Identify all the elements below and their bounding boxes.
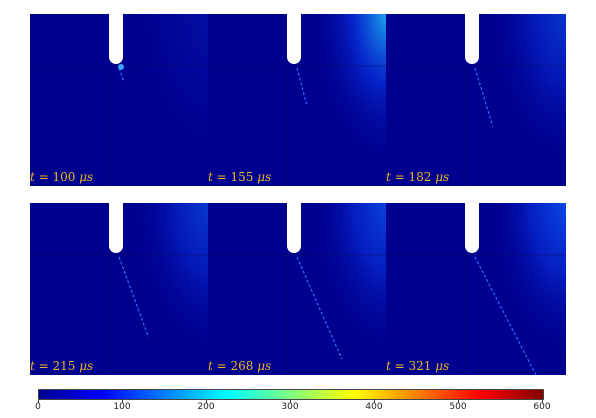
field-plot	[386, 14, 566, 186]
field-plot	[386, 203, 566, 375]
notch-slot	[109, 203, 123, 253]
colorbar-tick	[458, 400, 459, 403]
notch-slot	[465, 14, 479, 64]
panel-t182: t = 182 μs	[386, 14, 566, 186]
colorbar-tick	[290, 400, 291, 403]
notch-slot	[465, 203, 479, 253]
time-label: t = 155 μs	[208, 170, 272, 184]
field-region	[301, 14, 388, 186]
field-plot	[208, 14, 388, 186]
crack-path	[296, 256, 343, 360]
crack-path	[118, 256, 150, 338]
colorbar-tick	[542, 400, 543, 403]
colorbar-tick-label: 100	[113, 402, 131, 412]
colorbar-gradient	[38, 389, 544, 400]
notch-slot	[109, 14, 123, 64]
time-label: t = 321 μs	[386, 359, 450, 373]
colorbar-tick-label: 400	[365, 402, 383, 412]
colorbar-tick-label: 300	[281, 402, 299, 412]
field-region	[479, 203, 566, 375]
panel-t321: t = 321 μs	[386, 203, 566, 375]
panel-t215: t = 215 μs	[30, 203, 210, 375]
time-label: t = 182 μs	[386, 170, 450, 184]
crack-path	[474, 67, 494, 127]
colorbar-tick-label: 600	[533, 402, 551, 412]
time-label: t = 100 μs	[30, 170, 94, 184]
colorbar-tick	[374, 400, 375, 403]
colorbar-tick-label: 0	[35, 402, 41, 412]
colorbar-tick	[38, 400, 39, 403]
colorbar-tick	[122, 400, 123, 403]
time-label: t = 268 μs	[208, 359, 272, 373]
colorbar-tick	[206, 400, 207, 403]
notch-slot	[287, 14, 301, 64]
field-plot	[208, 203, 388, 375]
field-region	[123, 14, 210, 186]
panel-t100: t = 100 μs	[30, 14, 210, 186]
time-label: t = 215 μs	[30, 359, 94, 373]
crack-path	[118, 67, 125, 83]
field-plot	[30, 14, 210, 186]
crack-path	[296, 67, 308, 105]
notch-hotspot	[118, 64, 124, 70]
colorbar-tick-label: 500	[449, 402, 467, 412]
field-region	[123, 203, 210, 375]
panel-t155: t = 155 μs	[208, 14, 388, 186]
field-region	[301, 203, 388, 375]
field-region	[479, 14, 566, 186]
field-plot	[30, 203, 210, 375]
colorbar-tick-label: 200	[197, 402, 215, 412]
crack-path	[474, 256, 537, 375]
colorbar: 0 100 200 300 400 500 600	[35, 389, 551, 417]
panel-t268: t = 268 μs	[208, 203, 388, 375]
notch-slot	[287, 203, 301, 253]
